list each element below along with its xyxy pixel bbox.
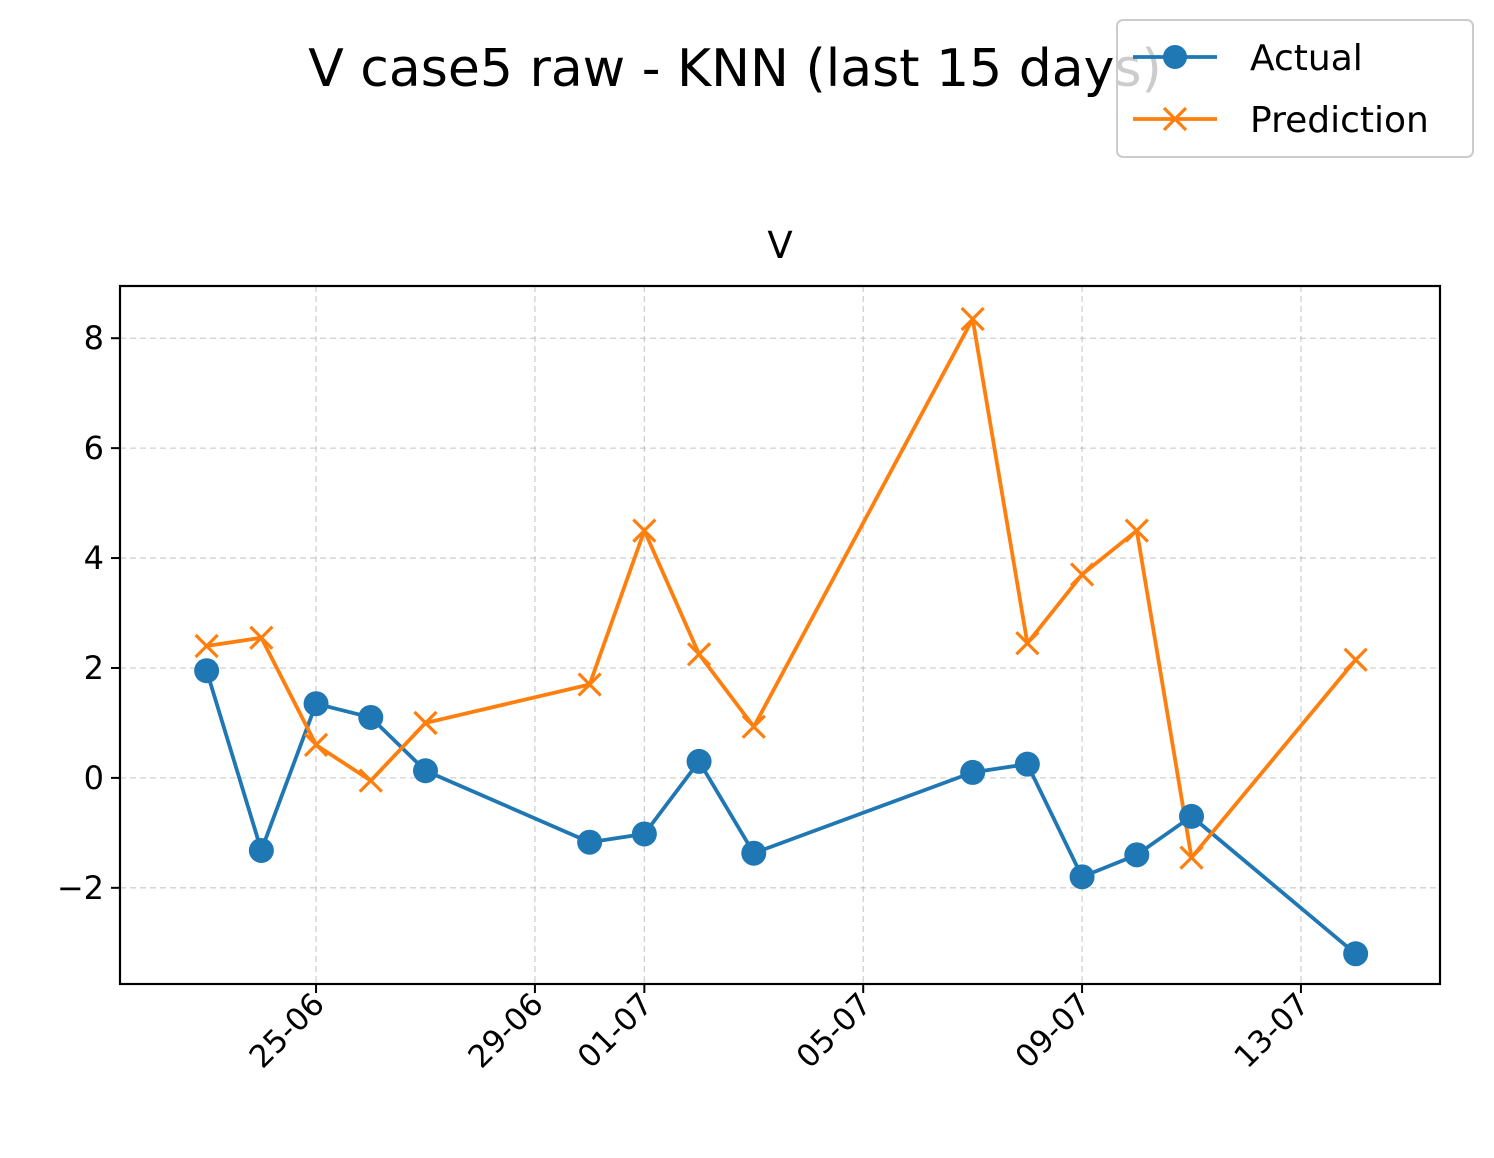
- data-point-actual: [631, 821, 657, 847]
- data-point-prediction: [577, 672, 602, 697]
- data-point-prediction: [358, 768, 383, 793]
- data-point-actual: [1014, 751, 1040, 777]
- data-point-actual: [1343, 941, 1369, 967]
- legend-marker-actual: [1163, 45, 1187, 69]
- data-point-prediction: [413, 710, 438, 736]
- data-point-prediction: [1343, 647, 1368, 672]
- data-point-actual: [358, 704, 384, 730]
- y-tick-label: 0: [84, 759, 104, 797]
- y-tick-label: 2: [84, 649, 104, 687]
- data-point-prediction: [1069, 562, 1095, 587]
- data-point-prediction: [686, 642, 712, 667]
- data-point-prediction: [194, 633, 219, 659]
- legend-marker-prediction: [1162, 106, 1188, 132]
- data-point-actual: [1069, 864, 1095, 890]
- data-point-actual: [741, 840, 767, 866]
- figure-suptitle: V case5 raw - KNN (last 15 days): [308, 39, 1162, 99]
- data-point-prediction: [960, 306, 985, 332]
- y-tick-label: 8: [84, 319, 104, 357]
- data-point-prediction: [1015, 631, 1040, 656]
- axes-frame: [118, 284, 1442, 986]
- data-point-actual: [1179, 803, 1205, 829]
- data-point-prediction: [741, 714, 766, 739]
- data-point-actual: [248, 837, 274, 863]
- data-point-actual: [1124, 842, 1150, 868]
- legend: Actual Prediction: [1116, 19, 1474, 158]
- data-point-actual: [686, 748, 712, 774]
- y-axis: −2 0 2 4 6 8: [57, 319, 120, 907]
- y-tick-label: 6: [84, 429, 104, 467]
- y-tick-label: 4: [84, 539, 104, 577]
- data-point-prediction: [249, 625, 274, 650]
- data-point-prediction: [303, 732, 329, 758]
- legend-frame: [1116, 19, 1474, 158]
- legend-label-prediction: Prediction: [1250, 100, 1429, 141]
- y-tick-label: −2: [57, 869, 104, 907]
- data-point-actual: [412, 758, 438, 784]
- data-point-actual: [303, 691, 329, 717]
- data-point-actual: [194, 658, 220, 684]
- data-point-actual: [577, 829, 603, 855]
- legend-label-actual: Actual: [1250, 38, 1363, 79]
- chart-title: V: [767, 224, 792, 267]
- data-point-prediction: [1124, 518, 1149, 543]
- data-point-actual: [960, 759, 986, 785]
- series-markers: [194, 306, 1369, 967]
- data-point-prediction: [632, 518, 657, 543]
- data-point-prediction: [1179, 845, 1204, 870]
